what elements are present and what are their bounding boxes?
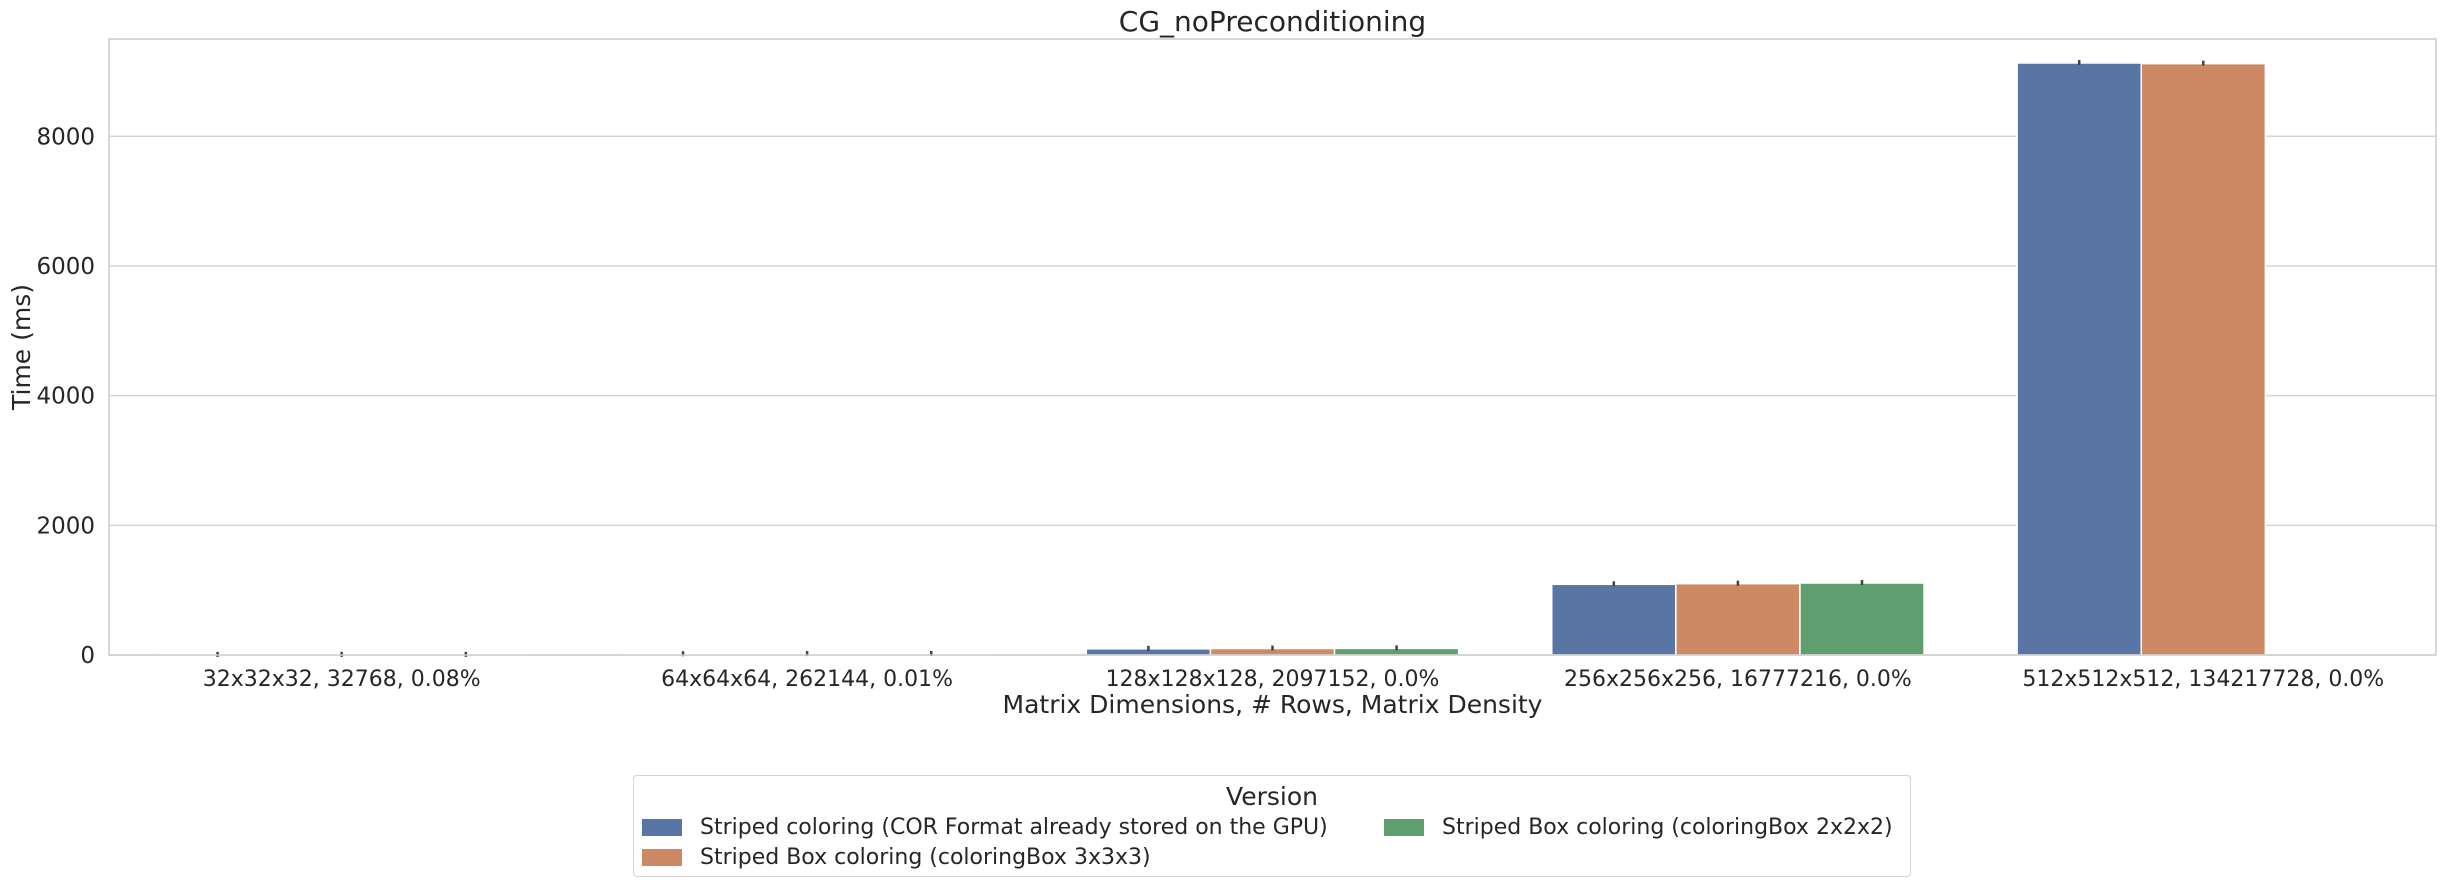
bar-series-1 <box>1550 583 1677 656</box>
legend: Version Striped coloring (COR Format alr… <box>633 775 1911 877</box>
x-axis-label: Matrix Dimensions, # Rows, Matrix Densit… <box>1003 690 1543 719</box>
legend-swatch-series-3 <box>1384 818 1424 836</box>
legend-item-series-3: Striped Box coloring (coloringBox 2x2x2) <box>1384 814 1893 840</box>
legend-label-series-3: Striped Box coloring (coloringBox 2x2x2) <box>1442 814 1893 840</box>
y-axis-label: Time (ms) <box>7 284 36 411</box>
x-tick-label: 64x64x64, 262144, 0.01% <box>661 667 953 692</box>
legend-title: Version <box>1226 782 1318 811</box>
legend-label-series-2: Striped Box coloring (coloringBox 3x3x3) <box>700 844 1151 870</box>
bar-series-1 <box>2016 62 2142 656</box>
y-tick-label: 2000 <box>36 513 95 539</box>
y-tick-label: 8000 <box>36 124 95 150</box>
x-tick-label: 128x128x128, 2097152, 0.0% <box>1106 667 1440 692</box>
x-tick-label: 512x512x512, 134217728, 0.0% <box>2022 667 2384 692</box>
legend-item-series-2: Striped Box coloring (coloringBox 3x3x3) <box>642 844 1151 870</box>
y-tick-label: 6000 <box>36 254 95 280</box>
legend-swatch-series-1 <box>642 818 682 836</box>
bars <box>154 59 2267 657</box>
x-tick-label: 256x256x256, 16777216, 0.0% <box>1564 667 1912 692</box>
x-tick-label: 32x32x32, 32768, 0.08% <box>203 667 481 692</box>
chart-title: CG_noPreconditioning <box>1119 5 1426 38</box>
plot-frame <box>108 38 2437 656</box>
y-tick-label: 4000 <box>36 384 95 410</box>
legend-item-series-1: Striped coloring (COR Format already sto… <box>642 814 1328 840</box>
legend-label-series-1: Striped coloring (COR Format already sto… <box>700 814 1328 840</box>
y-tick-label: 0 <box>80 643 95 669</box>
legend-swatch-series-2 <box>642 848 682 866</box>
bar-series-3 <box>1799 582 1925 656</box>
tick-labels: 0 2000 4000 6000 8000 32x32x32, 32768, 0.08% 6… <box>36 124 2384 692</box>
bar-series-2 <box>2140 62 2267 656</box>
bar-series-2 <box>1675 582 1801 656</box>
